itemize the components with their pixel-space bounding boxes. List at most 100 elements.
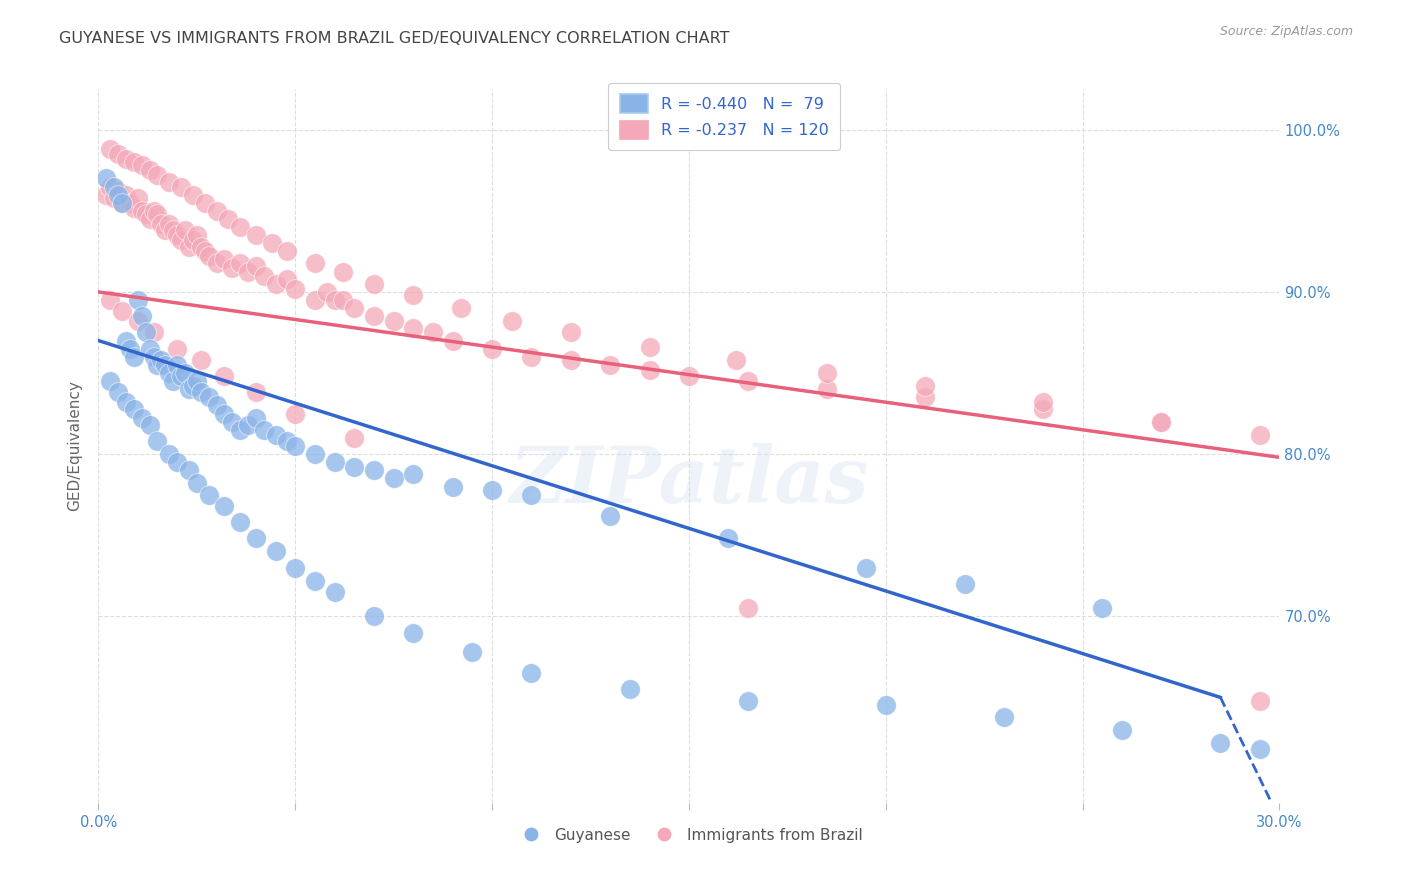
Point <box>197 249 219 263</box>
Point <box>363 277 385 291</box>
Point <box>205 203 228 218</box>
Point <box>162 223 184 237</box>
Point <box>914 390 936 404</box>
Point <box>181 379 204 393</box>
Point <box>118 342 141 356</box>
Point <box>115 187 138 202</box>
Point <box>343 460 366 475</box>
Point <box>323 455 346 469</box>
Point <box>441 479 464 493</box>
Point <box>304 256 326 270</box>
Point <box>993 710 1015 724</box>
Point <box>276 244 298 259</box>
Point <box>402 320 425 334</box>
Point <box>363 310 385 324</box>
Point <box>638 363 661 377</box>
Point <box>1249 693 1271 707</box>
Point <box>402 288 425 302</box>
Point <box>304 574 326 588</box>
Point <box>205 399 228 413</box>
Point <box>520 488 543 502</box>
Point <box>107 187 129 202</box>
Point <box>190 353 212 368</box>
Text: GUYANESE VS IMMIGRANTS FROM BRAZIL GED/EQUIVALENCY CORRELATION CHART: GUYANESE VS IMMIGRANTS FROM BRAZIL GED/E… <box>59 31 730 46</box>
Point <box>166 228 188 243</box>
Point <box>461 645 484 659</box>
Point <box>1032 401 1054 416</box>
Point <box>441 334 464 348</box>
Point <box>1209 736 1232 750</box>
Point <box>111 195 134 210</box>
Point <box>1111 723 1133 737</box>
Point <box>142 350 165 364</box>
Point <box>131 158 153 172</box>
Point <box>190 239 212 253</box>
Point <box>284 560 307 574</box>
Point <box>103 179 125 194</box>
Point <box>599 358 621 372</box>
Point <box>284 282 307 296</box>
Point <box>332 293 354 307</box>
Point <box>115 395 138 409</box>
Point <box>166 358 188 372</box>
Point <box>138 417 160 432</box>
Point <box>1032 395 1054 409</box>
Point <box>1150 415 1173 429</box>
Point <box>332 265 354 279</box>
Point <box>177 463 200 477</box>
Point <box>131 411 153 425</box>
Point <box>253 268 276 283</box>
Point <box>323 585 346 599</box>
Text: Source: ZipAtlas.com: Source: ZipAtlas.com <box>1219 25 1353 38</box>
Point <box>98 142 121 156</box>
Point <box>520 666 543 681</box>
Point <box>138 342 160 356</box>
Point <box>131 310 153 324</box>
Point <box>197 390 219 404</box>
Point <box>481 483 503 497</box>
Point <box>229 256 252 270</box>
Point <box>737 601 759 615</box>
Point <box>146 434 169 449</box>
Point <box>245 228 267 243</box>
Point <box>737 693 759 707</box>
Point <box>638 340 661 354</box>
Point <box>229 515 252 529</box>
Point <box>725 353 748 368</box>
Point <box>181 233 204 247</box>
Point <box>142 326 165 340</box>
Point <box>481 342 503 356</box>
Point <box>276 434 298 449</box>
Point <box>245 259 267 273</box>
Point <box>214 252 236 267</box>
Point <box>221 415 243 429</box>
Point <box>304 447 326 461</box>
Point <box>150 353 173 368</box>
Point <box>181 187 204 202</box>
Point <box>229 423 252 437</box>
Point <box>245 532 267 546</box>
Point <box>221 260 243 275</box>
Point <box>501 314 523 328</box>
Point <box>422 326 444 340</box>
Point <box>122 155 145 169</box>
Point <box>363 609 385 624</box>
Point <box>1249 742 1271 756</box>
Point <box>737 374 759 388</box>
Point <box>560 326 582 340</box>
Point <box>315 285 337 299</box>
Point <box>304 293 326 307</box>
Point <box>98 179 121 194</box>
Point <box>214 407 236 421</box>
Point <box>264 544 287 558</box>
Point <box>1249 427 1271 442</box>
Point <box>135 207 157 221</box>
Point <box>135 326 157 340</box>
Point <box>214 499 236 513</box>
Point <box>103 191 125 205</box>
Point <box>186 374 208 388</box>
Legend: Guyanese, Immigrants from Brazil: Guyanese, Immigrants from Brazil <box>509 822 869 848</box>
Point <box>953 577 976 591</box>
Point <box>157 366 180 380</box>
Point <box>96 187 118 202</box>
